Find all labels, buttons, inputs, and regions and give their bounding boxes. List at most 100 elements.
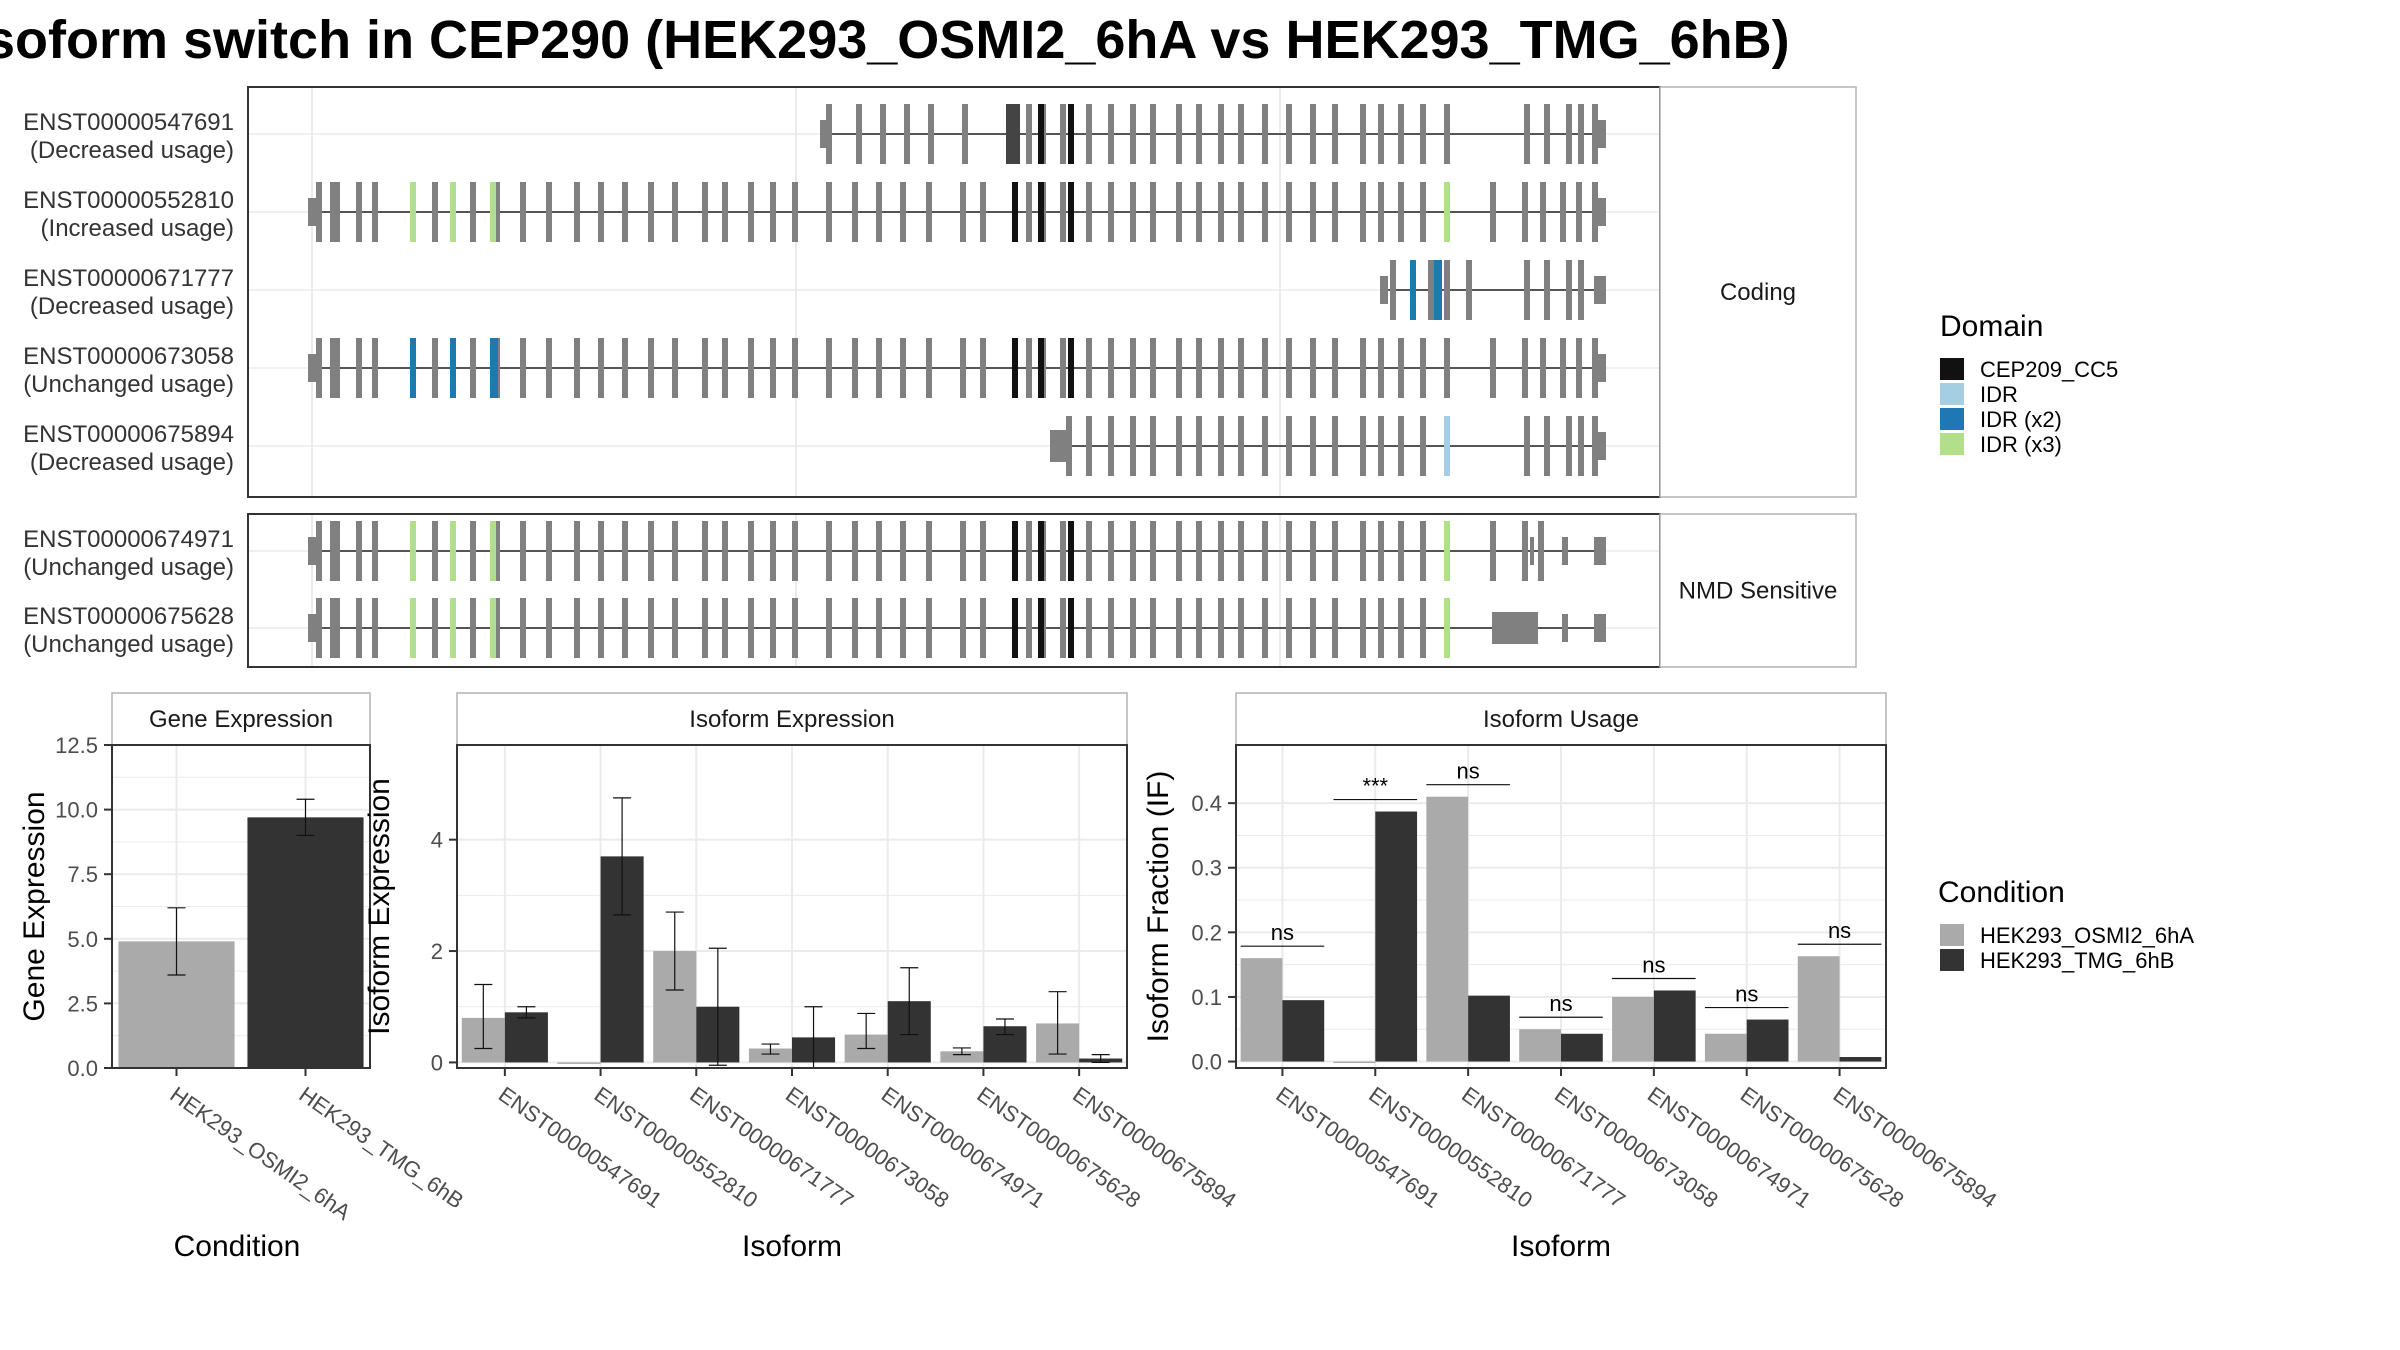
chart-0-ytick-label: 10.0 — [55, 798, 98, 823]
coding-exon — [876, 338, 882, 398]
chart-2-ytick-label: 0.2 — [1191, 920, 1222, 945]
chart-2-bar — [1653, 990, 1696, 1062]
coding-exon — [1332, 521, 1338, 581]
coding-exon — [748, 521, 754, 581]
coding-exon — [546, 182, 552, 242]
coding-exon — [1378, 338, 1384, 398]
utr-exon — [1594, 276, 1606, 304]
domain-exon — [410, 521, 416, 581]
coding-exon — [1378, 416, 1384, 476]
coding-exon — [1196, 521, 1202, 581]
coding-exon — [520, 338, 526, 398]
chart-0-ytick-label: 5.0 — [67, 927, 98, 952]
chart-2-significance-label: *** — [1362, 774, 1388, 799]
coding-exon — [770, 338, 776, 398]
coding-exon — [334, 598, 340, 658]
condition-legend-label: HEK293_OSMI2_6hA — [1980, 923, 2194, 948]
chart-2-ylabel: Isoform Fraction (IF) — [1142, 771, 1175, 1043]
chart-2-bar — [1240, 958, 1283, 1062]
chart-2-bar — [1704, 1033, 1747, 1062]
chart-0-ytick-label: 7.5 — [67, 862, 98, 887]
coding-exon — [1196, 182, 1202, 242]
chart-0-ytick-label: 12.5 — [55, 733, 98, 758]
chart-1-ylabel: Isoform Expression — [363, 778, 396, 1035]
coding-exon — [1196, 104, 1202, 164]
coding-exon — [1060, 598, 1066, 658]
coding-exon — [852, 521, 858, 581]
coding-exon — [980, 598, 986, 658]
coding-exon — [316, 598, 322, 658]
coding-exon — [826, 521, 832, 581]
strip-nmd-sensitive — [1659, 513, 1857, 668]
coding-exon — [770, 521, 776, 581]
coding-exon — [1066, 416, 1072, 476]
domain-legend-key — [1940, 433, 1964, 455]
transcript-id-label: ENST00000552810 — [23, 187, 234, 214]
coding-exon — [1360, 104, 1366, 164]
coding-exon — [1592, 338, 1598, 398]
coding-exon — [1444, 338, 1450, 398]
coding-exon — [1196, 598, 1202, 658]
chart-2-xtick-label: ENST00000675628 — [1736, 1082, 1909, 1213]
coding-exon — [876, 598, 882, 658]
coding-exon — [1444, 104, 1450, 164]
chart-0-xlabel: Condition — [174, 1230, 301, 1263]
coding-exon — [1390, 260, 1396, 320]
coding-exon — [1108, 182, 1114, 242]
coding-exon — [1332, 104, 1338, 164]
chart-0-bar — [247, 817, 364, 1068]
chart-1-error-bar — [708, 947, 727, 1066]
coding-exon — [1108, 521, 1114, 581]
coding-exon — [1130, 182, 1136, 242]
coding-exon — [622, 598, 628, 658]
coding-exon — [1286, 338, 1292, 398]
coding-exon — [672, 598, 678, 658]
chart-2-xlabel: Isoform — [1511, 1230, 1611, 1263]
coding-exon — [1310, 104, 1316, 164]
coding-exon — [1560, 182, 1566, 242]
chart-2-bar — [1839, 1057, 1882, 1062]
utr-exon — [1594, 614, 1606, 642]
domain-legend-key — [1940, 383, 1964, 405]
transcript-usage-label: (Increased usage) — [41, 215, 234, 242]
coding-exon — [316, 338, 322, 398]
domain-exon — [410, 598, 416, 658]
utr-exon — [308, 614, 316, 642]
utr-exon — [308, 354, 316, 382]
coding-exon — [1544, 104, 1550, 164]
coding-exon — [574, 521, 580, 581]
chart-0-ytick-label: 2.5 — [67, 991, 98, 1016]
coding-exon — [672, 338, 678, 398]
chart-2-significance-label: ns — [1549, 991, 1572, 1016]
chart-2-ytick-label: 0.0 — [1191, 1050, 1222, 1075]
coding-exon — [904, 104, 910, 164]
coding-exon — [1026, 521, 1032, 581]
chart-2-significance-label: ns — [1457, 759, 1480, 784]
coding-exon — [1592, 182, 1598, 242]
coding-exon — [598, 182, 604, 242]
coding-exon — [546, 338, 552, 398]
domain-exon — [1038, 104, 1044, 164]
coding-exon — [1238, 182, 1244, 242]
coding-exon — [770, 182, 776, 242]
domain-exon — [410, 338, 416, 398]
domain-legend-key — [1940, 358, 1964, 380]
transcript-model-5 — [308, 521, 1606, 581]
coding-exon — [1218, 104, 1224, 164]
domain-exon — [410, 182, 416, 242]
coding-exon — [1428, 260, 1434, 320]
coding-exon — [792, 182, 798, 242]
coding-exon — [1522, 338, 1528, 398]
coding-exon — [748, 598, 754, 658]
chart-1-error-bar — [665, 911, 684, 991]
domain-exon — [1410, 260, 1416, 320]
coding-exon — [1218, 338, 1224, 398]
coding-exon — [1562, 537, 1568, 565]
coding-exon — [1060, 104, 1066, 164]
coding-exon — [622, 521, 628, 581]
coding-exon — [432, 598, 438, 658]
domain-exon — [1444, 416, 1450, 476]
chart-1-error-bar — [761, 1043, 780, 1055]
transcript-usage-label: (Decreased usage) — [30, 137, 234, 164]
